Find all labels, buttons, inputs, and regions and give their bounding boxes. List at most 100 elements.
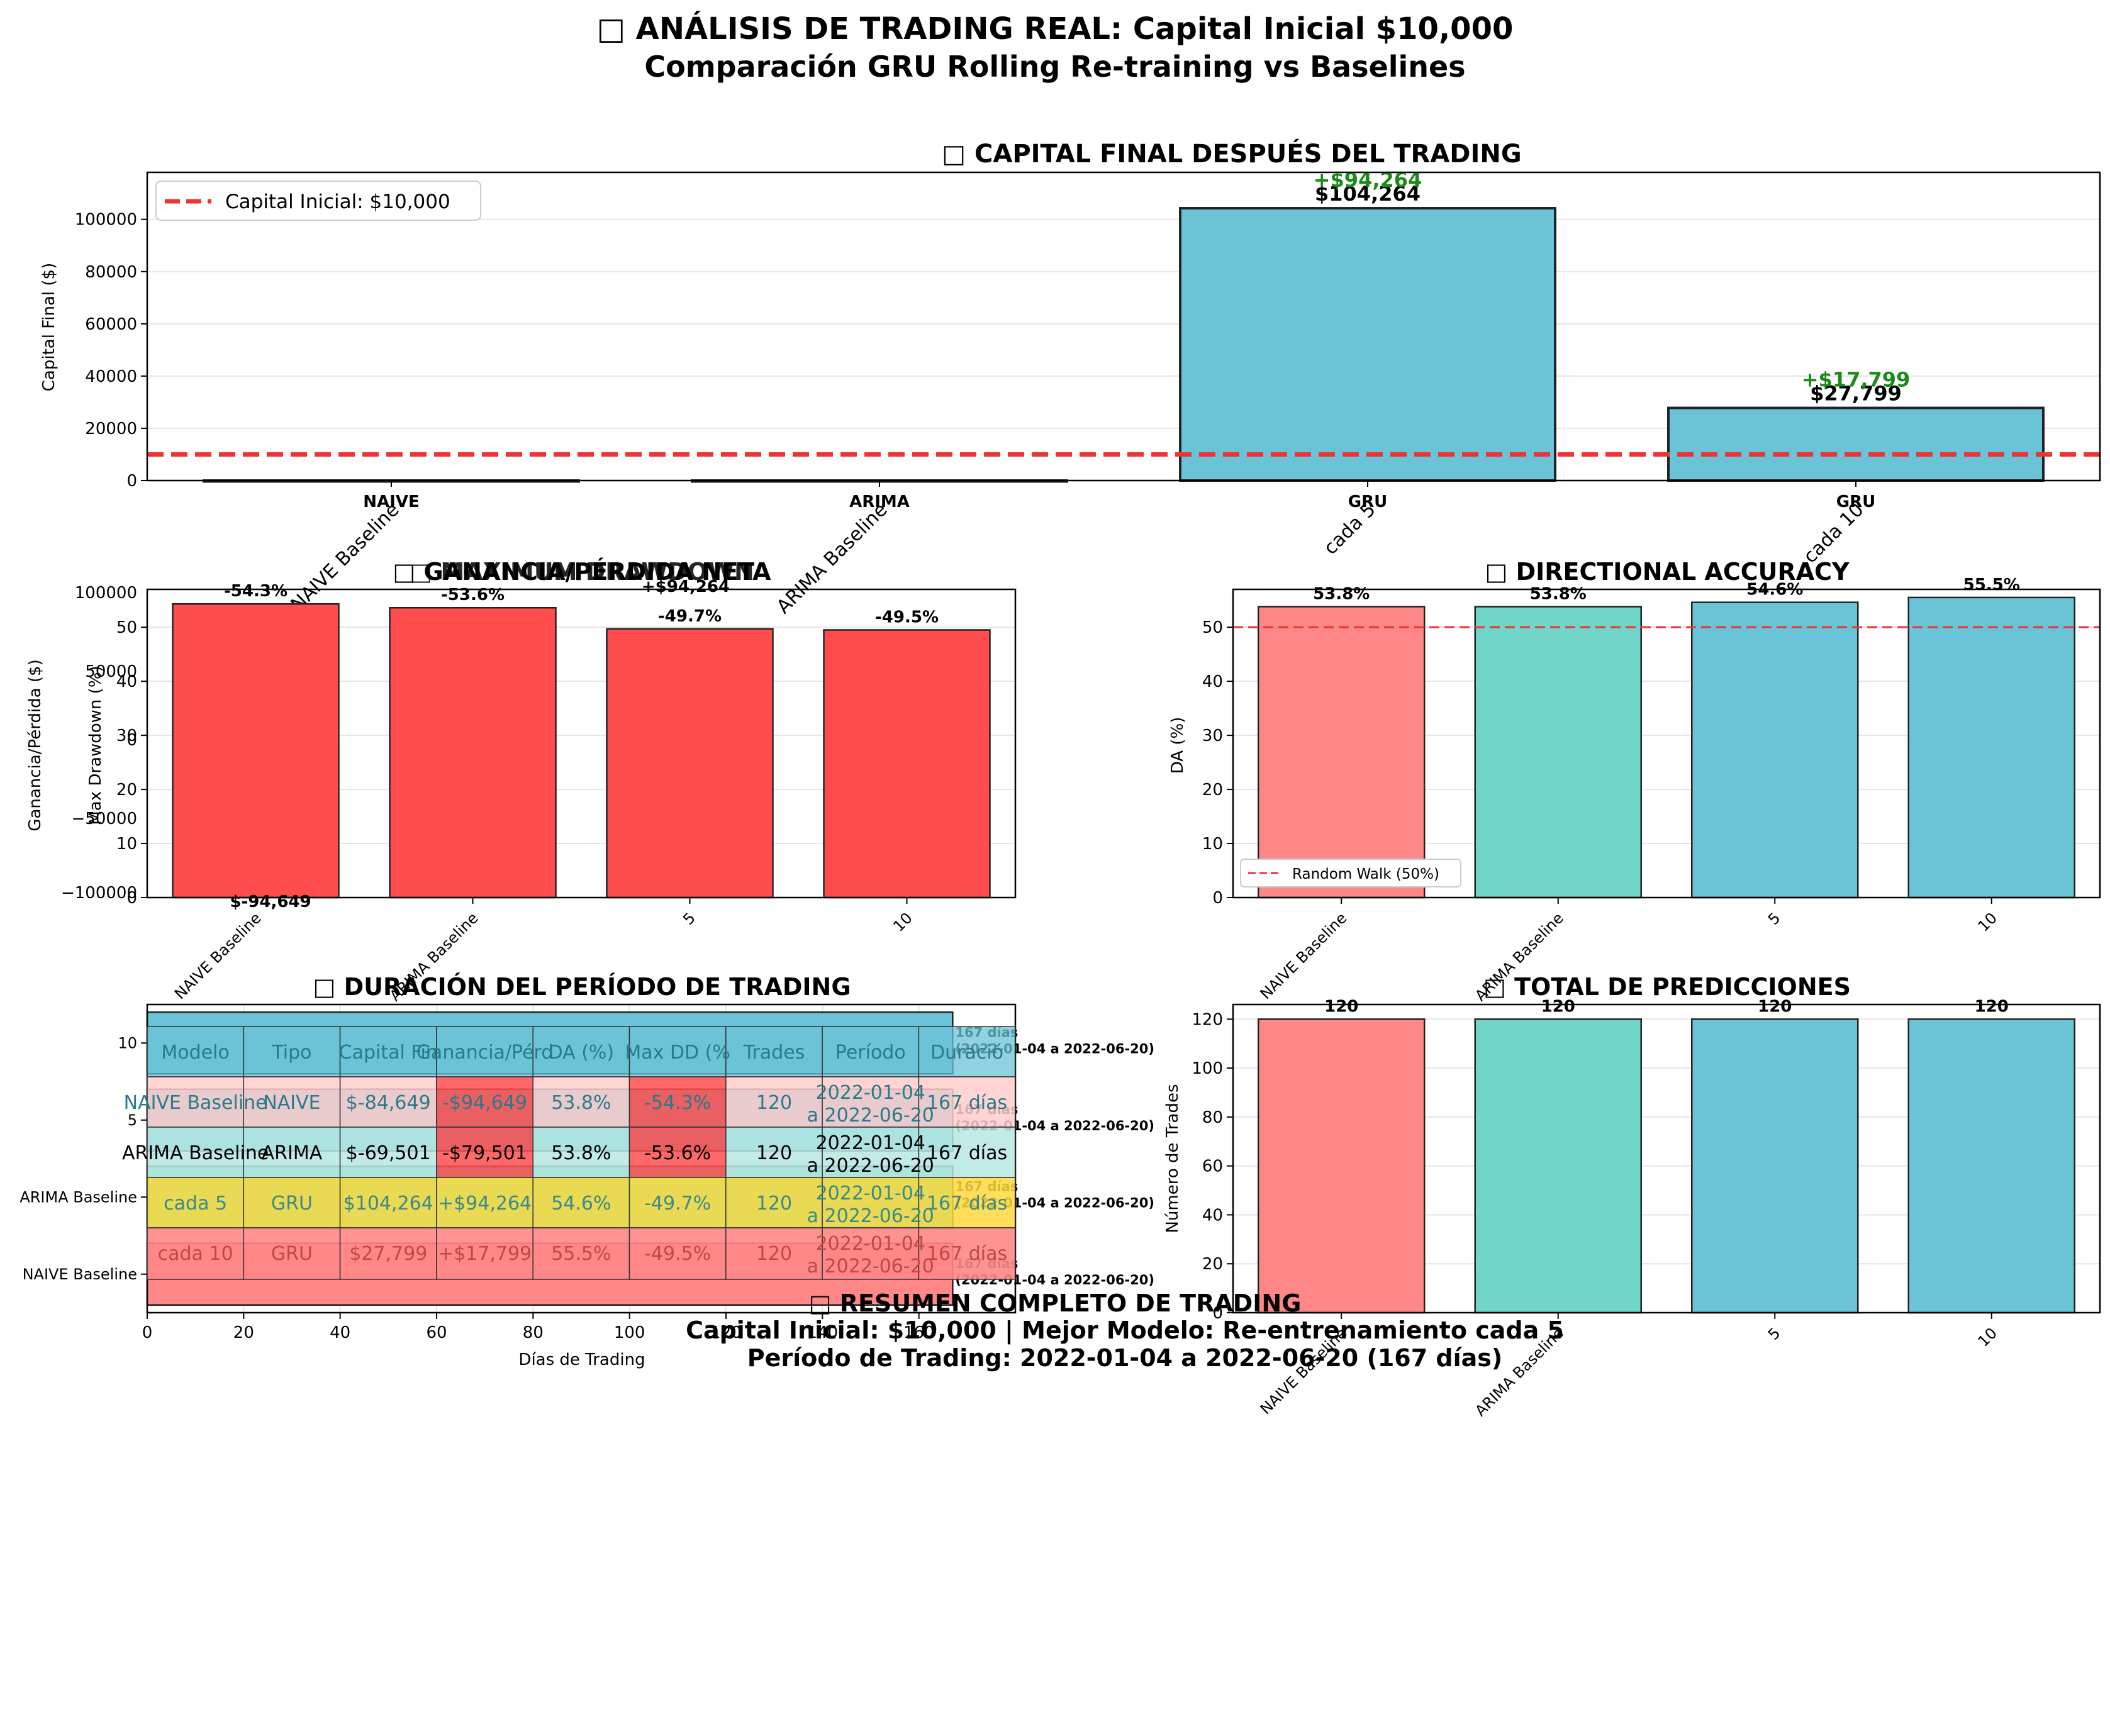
da-xtick-label: NAIVE Baseline [1257, 909, 1351, 1003]
table-cell [628, 1076, 727, 1128]
table-cell-text: -49.7% [644, 1193, 711, 1215]
drawdown-xtick-label: 5 [679, 909, 699, 928]
capital-frame [146, 171, 2101, 482]
predictions-bar [1474, 1018, 1642, 1314]
drawdown-ghost-tick: −50000 [72, 810, 138, 828]
table-header: DA (%) [549, 1042, 615, 1064]
predictions-ytick-label: 0 [1212, 1304, 1223, 1323]
duration-xtick-label: 80 [523, 1323, 544, 1342]
table-cell [339, 1076, 437, 1128]
table-cell-text: 167 días [927, 1243, 1007, 1265]
da-legend: Random Walk (50%) [1240, 859, 1461, 887]
da-legend-box [1240, 859, 1461, 887]
drawdown-ghost-tick: −100000 [61, 884, 137, 903]
table-cell [532, 1127, 630, 1178]
capital-gain-label: +$94,264 [1314, 168, 1422, 192]
predictions-ytick-label: 40 [1202, 1206, 1223, 1225]
table-cell [918, 1227, 1016, 1280]
da-bar [1474, 606, 1642, 899]
capital-xtick-bottom: NAIVE Baseline [287, 499, 404, 616]
table-header: Período [835, 1042, 906, 1064]
table-cell [918, 1127, 1016, 1178]
capital-bar [1667, 406, 2045, 482]
capital-ytick-label: 60000 [85, 315, 137, 334]
table-cell [436, 1127, 533, 1178]
da-ytick-label: 30 [1202, 726, 1223, 745]
table-cell [436, 1227, 533, 1280]
duration-xtick-label: 120 [710, 1323, 742, 1342]
table-header: Capital Fin [339, 1042, 438, 1064]
table-cell [532, 1026, 630, 1077]
summary-line2: Período de Trading: 2022-01-04 a 2022-06… [747, 1344, 1503, 1372]
predictions-xtick-label: 5 [1765, 1324, 1784, 1344]
table-header: Duració [930, 1042, 1003, 1064]
da-ytick-label: 40 [1202, 672, 1223, 691]
duration-chart-title: □ DURACIÓN DEL PERÍODO DE TRADING [313, 973, 851, 1001]
drawdown-ghost-tick: 0 [126, 731, 137, 750]
table-cell-text: cada 5 [164, 1193, 227, 1215]
capital-legend-box [155, 181, 481, 221]
table-cell-text: -53.6% [644, 1142, 711, 1164]
predictions-ytick-label: 80 [1202, 1108, 1223, 1127]
table-cell [532, 1227, 630, 1280]
da-chart-title: □ DIRECTIONAL ACCURACY [1485, 558, 1850, 586]
table-cell [147, 1227, 245, 1280]
drawdown-chart: □ GANANCIA/PÉRDIDA NETA □ MAXIMUM DRAWDO… [26, 558, 1017, 1004]
duration-x-axis-label: Días de Trading [518, 1350, 645, 1369]
table-cell-text: 120 [756, 1193, 792, 1215]
duration-ytick-label: ARIMA Baseline [20, 1188, 137, 1206]
capital-bar [1179, 207, 1556, 482]
summary-line1: Capital Inicial: $10,000 | Mejor Modelo:… [686, 1316, 1564, 1345]
table-cell [725, 1127, 823, 1178]
drawdown-value-label: -49.7% [658, 607, 722, 626]
table-cell [725, 1177, 823, 1228]
table-cell-text: 120 [756, 1092, 792, 1114]
drawdown-frame [146, 588, 1017, 899]
table-cell-text: 53.8% [551, 1142, 611, 1164]
table-cell [243, 1227, 341, 1280]
table-cell [628, 1026, 727, 1077]
table-cell-text: 167 días [927, 1193, 1007, 1215]
duration-xtick-label: 160 [903, 1323, 935, 1342]
da-bar [1258, 606, 1426, 899]
table-cell-text: +$17,799 [438, 1243, 532, 1265]
da-xtick-label: 10 [1975, 909, 2001, 935]
capital-ytick-label: 80000 [85, 263, 137, 282]
table-cell-text: 55.5% [551, 1243, 611, 1265]
da-bar [1907, 596, 2075, 899]
table-header: Modelo [161, 1042, 229, 1064]
duration-xtick-label: 140 [807, 1323, 839, 1342]
table-cell-text: 2022-01-04 a 2022-06-20 [807, 1182, 934, 1227]
capital-value-label: $104,264 [1315, 182, 1421, 206]
capital-chart-title: □ CAPITAL FINAL DESPUÉS DEL TRADING [942, 138, 1521, 169]
duration-ytick-label: NAIVE Baseline [23, 1266, 137, 1283]
predictions-ytick-label: 60 [1202, 1157, 1223, 1176]
capital-value-label: $27,799 [1810, 382, 1902, 406]
drawdown-ytick-label: 20 [116, 781, 137, 799]
drawdown-ytick-label: 10 [116, 835, 137, 854]
capital-final-chart: □ CAPITAL FINAL DESPUÉS DEL TRADING Capi… [40, 138, 2101, 618]
drawdown-bar [172, 603, 340, 899]
duration-xtick-label: 20 [233, 1323, 254, 1342]
da-bar [1691, 601, 1859, 899]
capital-y-axis-label: Capital Final ($) [40, 263, 59, 391]
table-cell [243, 1177, 341, 1228]
predictions-value-label: 120 [1324, 997, 1358, 1016]
capital-xtick-top: GRU [1348, 492, 1387, 511]
da-y-axis-label: DA (%) [1168, 717, 1187, 774]
duration-xtick-label: 40 [330, 1323, 350, 1342]
duration-xtick-label: 60 [426, 1323, 447, 1342]
capital-ytick-label: 100000 [75, 211, 137, 230]
table-cell-text: cada 10 [158, 1243, 233, 1265]
capital-xtick-bottom: ARIMA Baseline [773, 499, 892, 618]
drawdown-chart-title-b: □ MAXIMUM DRAWDOWN [410, 558, 754, 586]
predictions-frame [1232, 1003, 2101, 1314]
predictions-ytick-label: 100 [1192, 1059, 1223, 1078]
predictions-value-label: 120 [1758, 997, 1792, 1016]
table-cell [243, 1026, 341, 1077]
da-value-label: 53.8% [1530, 585, 1587, 604]
capital-legend-label: Capital Inicial: $10,000 [225, 191, 450, 213]
table-cell-text: NAIVE [263, 1092, 320, 1114]
drawdown-value-label: -54.3% [224, 582, 287, 601]
da-ytick-label: 0 [1212, 889, 1223, 908]
